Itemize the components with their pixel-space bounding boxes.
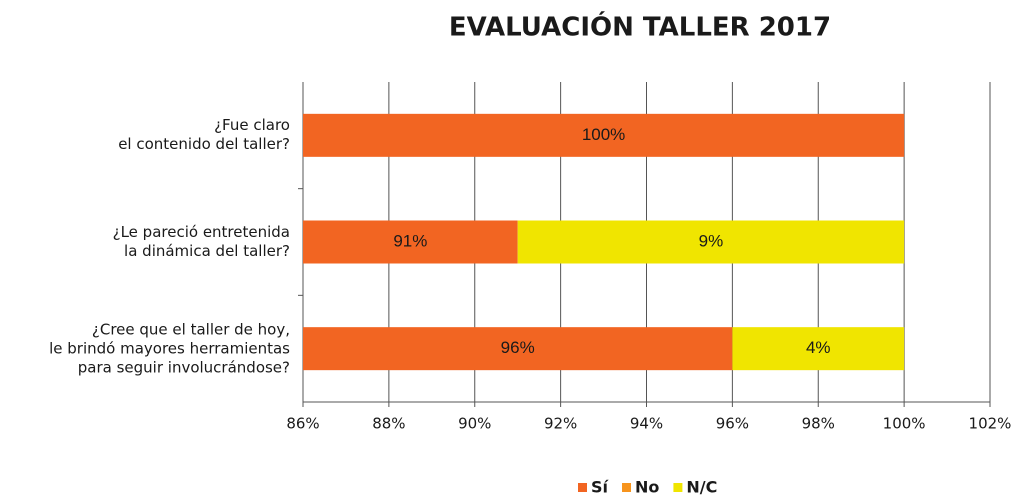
x-tick-label: 96% [716, 415, 749, 433]
data-label: 91% [393, 231, 427, 250]
x-tick-label: 90% [458, 415, 491, 433]
data-label: 4% [806, 338, 831, 357]
bar-segment [303, 113, 905, 157]
x-tick-label: 94% [630, 415, 663, 433]
x-tick-label: 86% [286, 415, 319, 433]
legend-label: N/C [686, 478, 717, 497]
x-tick-label: 100% [883, 415, 926, 433]
data-label: 96% [501, 338, 535, 357]
chart-title: EVALUACIÓN TALLER 2017 [449, 11, 831, 43]
y-tick-label: ¿Cree que el taller de hoy, le brindó ma… [49, 320, 290, 377]
legend-swatch [673, 483, 683, 492]
y-tick-label: ¿Le pareció entretenida la dinámica del … [112, 223, 290, 260]
legend-swatch [622, 483, 632, 492]
bar-segment [303, 220, 518, 264]
data-label: 9% [699, 231, 724, 250]
legend-swatch [578, 483, 587, 492]
legend-label: No [635, 478, 659, 497]
y-tick-label: ¿Fue claro el contenido del taller? [118, 116, 290, 154]
bar-segment [303, 327, 733, 371]
x-tick-label: 92% [544, 415, 577, 433]
bar-segment [517, 220, 905, 264]
x-tick-label: 98% [802, 415, 835, 433]
legend-label: Sí [591, 478, 610, 497]
data-label: 100% [582, 125, 625, 144]
x-tick-label: 102% [969, 415, 1012, 433]
x-tick-label: 88% [372, 415, 405, 433]
bar-segment [732, 327, 905, 371]
